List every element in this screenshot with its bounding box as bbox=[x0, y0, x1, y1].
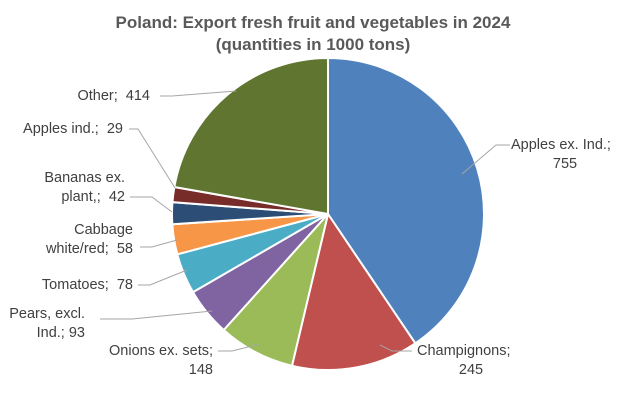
slice-label-0: Apples ex. Ind.; 755 bbox=[511, 137, 611, 172]
slice-label-3: Pears, excl. Ind.; 93 bbox=[9, 306, 85, 341]
slice-label-2-line-0: Onions ex. sets; bbox=[109, 343, 213, 359]
slice-label-6-line-1: plant,; 42 bbox=[61, 189, 125, 205]
leader-line-1 bbox=[379, 344, 412, 352]
slice-label-5-line-0: Cabbage bbox=[74, 222, 133, 238]
slice-label-7-line-0: Apples ind.; 29 bbox=[23, 121, 123, 137]
slice-label-8: Other; 414 bbox=[77, 88, 150, 104]
slice-label-1: Champignons; 245 bbox=[417, 343, 511, 378]
pie-slices bbox=[171, 56, 486, 371]
slice-label-4-line-0: Tomatoes; 78 bbox=[42, 277, 133, 293]
chart-title-line-2: (quantities in 1000 tons) bbox=[216, 35, 411, 54]
slice-label-6-line-0: Bananas ex. bbox=[44, 170, 125, 186]
slice-label-2: Onions ex. sets; 148 bbox=[109, 343, 213, 378]
chart-title-line-1: Poland: Export fresh fruit and vegetable… bbox=[116, 13, 511, 32]
leader-line-2 bbox=[218, 343, 261, 352]
slice-labels: Apples ex. Ind.; 755 Champignons; 245 Onions… bbox=[9, 88, 611, 378]
pie-slice-0 bbox=[327, 56, 486, 345]
leader-line-7 bbox=[129, 128, 176, 189]
slice-label-4: Tomatoes; 78 bbox=[42, 277, 133, 293]
slice-label-0-line-0: Apples ex. Ind.; bbox=[511, 137, 611, 153]
slice-label-5: Cabbage white/red; 58 bbox=[45, 222, 133, 257]
leader-line-3 bbox=[100, 310, 213, 320]
leader-line-8 bbox=[160, 90, 237, 97]
slice-label-1-line-1: 245 bbox=[459, 362, 483, 378]
leader-line-5 bbox=[140, 239, 178, 248]
pie-slice-8 bbox=[173, 56, 329, 216]
pie-slice-1 bbox=[290, 211, 417, 371]
slice-label-6: Bananas ex. plant,; 42 bbox=[44, 170, 125, 205]
leader-lines bbox=[100, 90, 510, 352]
slice-label-3-line-0: Pears, excl. bbox=[9, 306, 85, 322]
slice-label-5-line-1: white/red; 58 bbox=[45, 241, 133, 257]
slice-label-3-line-1: Ind.; 93 bbox=[37, 325, 85, 341]
slice-label-7: Apples ind.; 29 bbox=[23, 121, 123, 137]
leader-line-0 bbox=[461, 144, 510, 175]
leader-line-4 bbox=[138, 269, 188, 286]
slice-label-2-line-1: 148 bbox=[189, 362, 213, 378]
leader-line-6 bbox=[130, 196, 173, 213]
slice-label-0-line-1: 755 bbox=[553, 156, 577, 172]
slice-label-8-line-0: Other; 414 bbox=[77, 88, 150, 104]
chart-title: Poland: Export fresh fruit and vegetable… bbox=[116, 13, 511, 54]
slice-label-1-line-0: Champignons; bbox=[417, 343, 511, 359]
